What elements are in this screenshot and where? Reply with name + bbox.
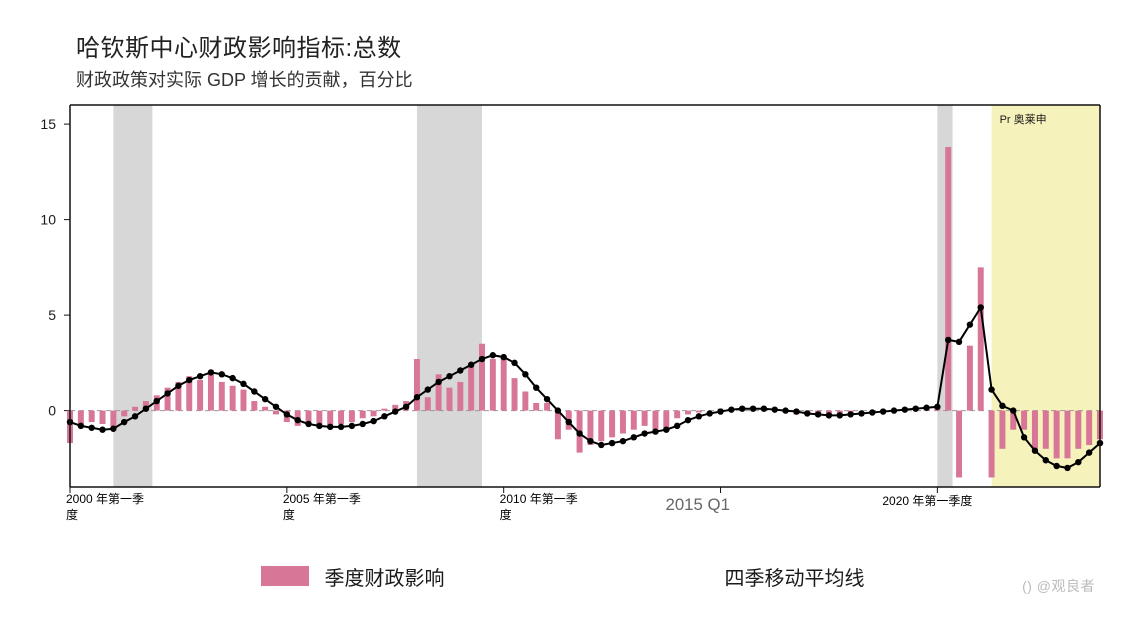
legend-swatch-bars [261,566,309,586]
legend-label-bars: 季度财政影响 [325,562,445,591]
x-tick-label: 2015 Q1 [666,494,730,516]
legend: 季度财政影响 四季移动平均线 [0,556,1125,596]
legend-item-bars: 季度财政影响 [261,562,445,591]
svg-text:5: 5 [48,307,56,323]
chart-figure: { "title": "哈钦斯中心财政影响指标:总数", "subtitle":… [0,0,1125,626]
x-tick-label: 2005 年第一季 度 [283,492,361,523]
x-tick-label: 2000 年第一季 度 [66,492,144,523]
x-axis-labels: 2000 年第一季 度2005 年第一季 度2010 年第一季 度2015 Q1… [70,490,1100,530]
svg-text:0: 0 [48,403,56,419]
watermark-icon: () [1022,578,1032,594]
svg-text:10: 10 [40,212,56,228]
legend-label-line: 四季移动平均线 [725,562,865,591]
chart-title: 哈钦斯中心财政影响指标:总数 [76,28,402,63]
svg-text:15: 15 [40,116,56,132]
watermark: () @观良者 [1022,576,1095,596]
chart-subtitle: 财政政策对实际 GDP 增长的贡献，百分比 [76,66,413,92]
legend-item-line: 四季移动平均线 [725,562,865,591]
x-tick-label: 2020 年第一季度 [882,494,972,510]
chart-svg: 051015 [70,105,1100,487]
forecast-corner-label: Pr 奥莱申 [1000,111,1047,127]
x-tick-label: 2010 年第一季 度 [500,492,578,523]
chart-plot-area: 051015 [70,105,1100,487]
watermark-text: @观良者 [1037,578,1095,594]
